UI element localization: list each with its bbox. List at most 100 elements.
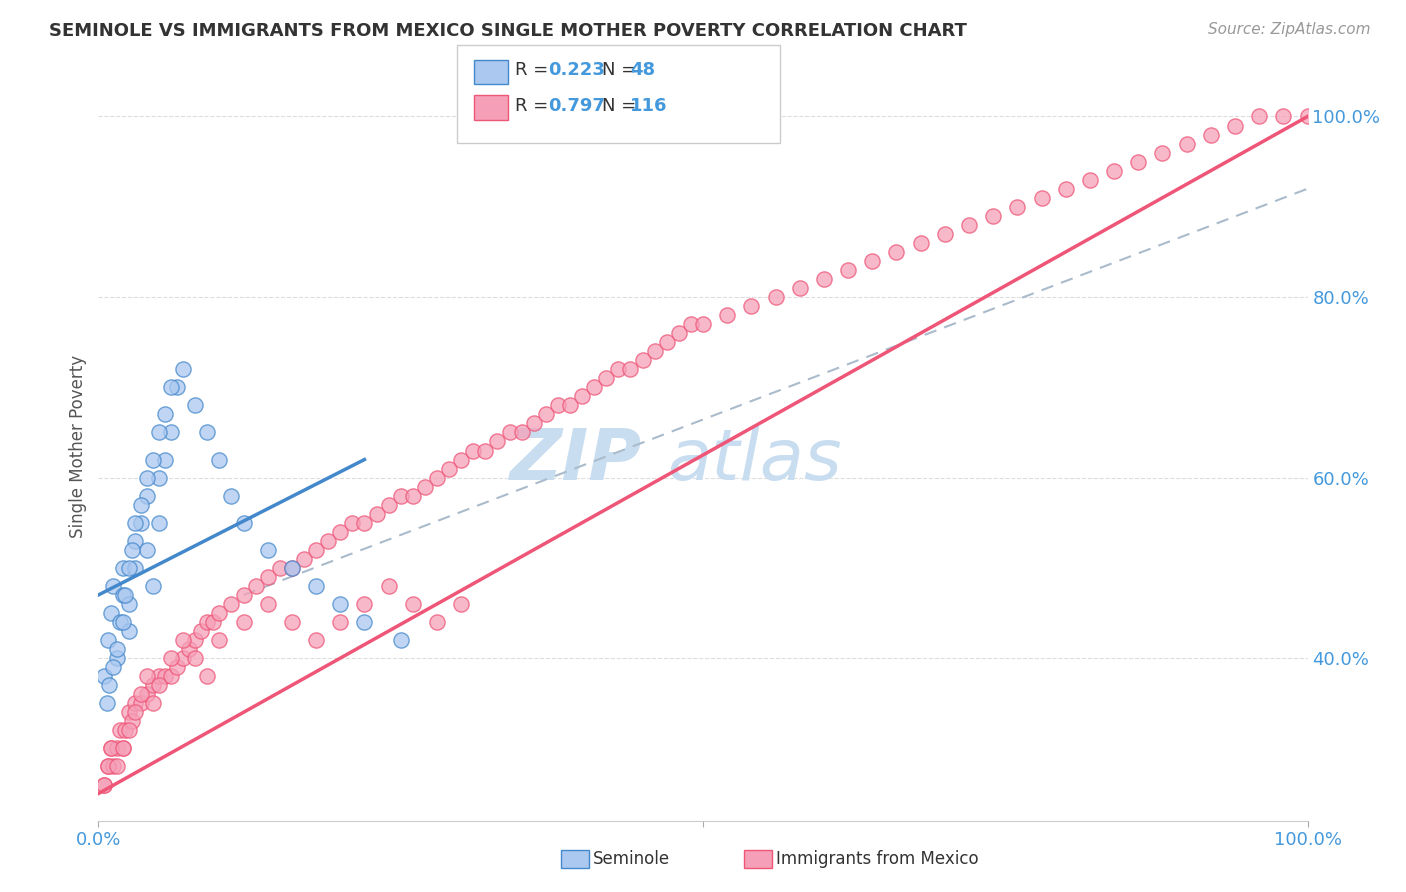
Point: [135, 669, 157, 683]
Point: [1054, 182, 1077, 196]
Point: [1272, 110, 1295, 124]
Text: ZIP: ZIP: [510, 426, 643, 495]
Point: [93, 778, 115, 792]
Point: [655, 335, 678, 350]
Point: [426, 470, 449, 484]
Point: [450, 452, 472, 467]
Point: [910, 235, 932, 250]
Point: [607, 362, 630, 376]
Text: Immigrants from Mexico: Immigrants from Mexico: [776, 850, 979, 868]
Point: [111, 741, 134, 756]
Point: [463, 443, 485, 458]
Point: [111, 615, 134, 629]
Point: [111, 561, 134, 575]
Point: [172, 633, 194, 648]
Point: [124, 516, 146, 530]
Point: [1007, 200, 1029, 214]
Text: R =: R =: [515, 62, 554, 79]
Point: [105, 759, 128, 773]
Point: [129, 696, 152, 710]
Point: [256, 570, 278, 584]
Point: [195, 669, 218, 683]
Point: [305, 579, 328, 593]
Point: [281, 561, 304, 575]
Point: [129, 687, 152, 701]
Point: [100, 606, 122, 620]
Point: [1031, 191, 1053, 205]
Point: [111, 741, 134, 756]
Point: [353, 516, 375, 530]
Point: [1078, 172, 1101, 186]
Text: R =: R =: [515, 97, 554, 115]
Point: [148, 678, 170, 692]
Point: [631, 353, 654, 368]
Point: [129, 516, 152, 530]
Point: [1199, 128, 1222, 142]
Point: [413, 480, 436, 494]
Point: [1152, 145, 1174, 160]
Point: [184, 651, 207, 665]
Point: [202, 615, 225, 629]
Point: [208, 606, 231, 620]
Point: [221, 597, 243, 611]
Point: [523, 417, 546, 431]
Point: [97, 759, 120, 773]
Point: [232, 516, 254, 530]
Point: [813, 272, 835, 286]
Point: [172, 651, 194, 665]
Point: [571, 389, 593, 403]
Point: [595, 371, 617, 385]
Point: [148, 425, 170, 440]
Point: [353, 597, 375, 611]
Point: [402, 489, 425, 503]
Point: [108, 723, 131, 738]
Point: [93, 669, 115, 683]
Point: [644, 344, 666, 359]
Point: [93, 778, 115, 792]
Point: [547, 398, 569, 412]
Point: [160, 669, 183, 683]
Point: [281, 561, 304, 575]
Point: [208, 633, 231, 648]
Point: [148, 516, 170, 530]
Text: 0.797: 0.797: [548, 97, 605, 115]
Point: [486, 434, 509, 449]
Point: [135, 542, 157, 557]
Point: [142, 678, 165, 692]
Point: [160, 651, 183, 665]
Point: [679, 317, 702, 331]
Point: [426, 615, 449, 629]
Point: [114, 723, 136, 738]
Point: [366, 507, 388, 521]
Point: [498, 425, 520, 440]
Point: [232, 615, 254, 629]
Point: [402, 597, 425, 611]
Point: [981, 209, 1004, 223]
Point: [957, 218, 980, 232]
Point: [148, 470, 170, 484]
Point: [142, 579, 165, 593]
Point: [124, 696, 146, 710]
Point: [534, 408, 557, 422]
Point: [510, 425, 533, 440]
Point: [558, 398, 581, 412]
Point: [195, 425, 218, 440]
Point: [474, 443, 496, 458]
Point: [740, 299, 762, 313]
Text: N =: N =: [602, 97, 641, 115]
Point: [142, 452, 165, 467]
Point: [98, 678, 121, 692]
Point: [118, 624, 141, 638]
Point: [108, 615, 131, 629]
Y-axis label: Single Mother Poverty: Single Mother Poverty: [69, 354, 87, 538]
Point: [135, 687, 157, 701]
Text: SEMINOLE VS IMMIGRANTS FROM MEXICO SINGLE MOTHER POVERTY CORRELATION CHART: SEMINOLE VS IMMIGRANTS FROM MEXICO SINGL…: [49, 22, 967, 40]
Point: [389, 633, 412, 648]
Point: [305, 633, 328, 648]
Point: [105, 651, 128, 665]
Point: [153, 408, 176, 422]
Point: [232, 588, 254, 602]
Point: [118, 723, 141, 738]
Point: [377, 579, 399, 593]
Point: [256, 542, 278, 557]
